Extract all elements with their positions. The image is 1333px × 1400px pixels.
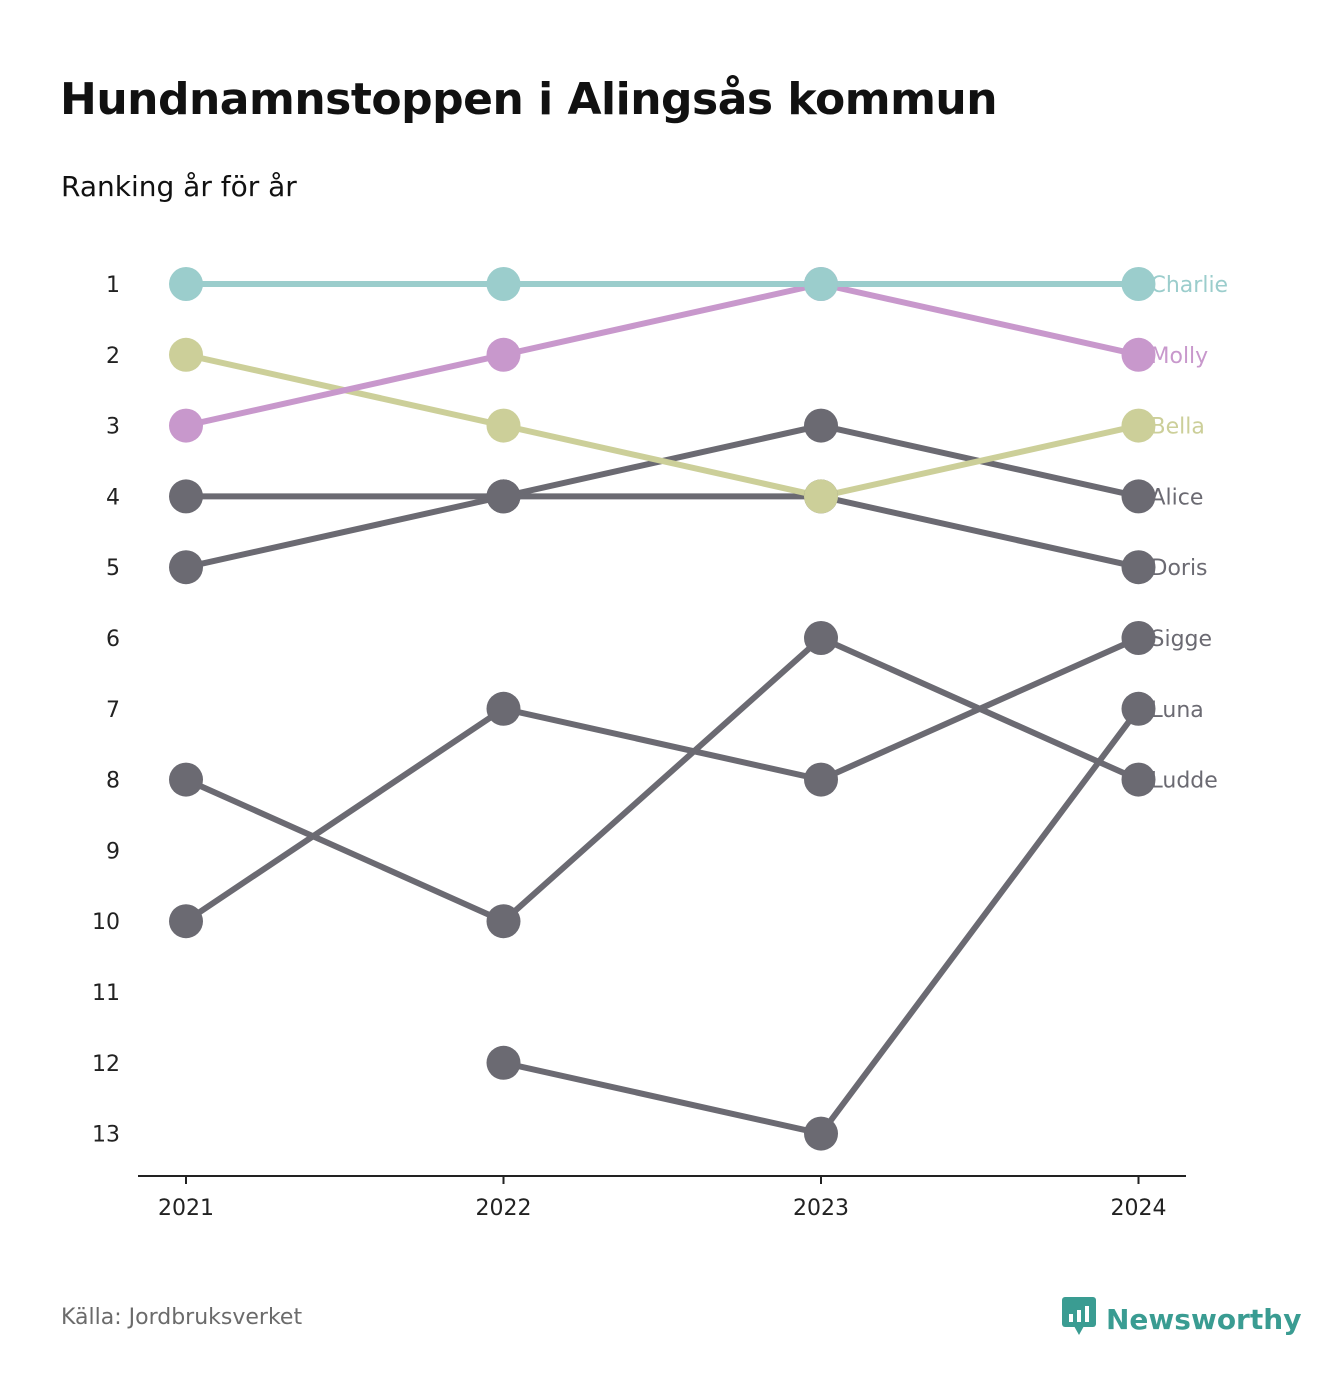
y-tick-label: 11 — [92, 981, 120, 1006]
y-tick-label: 4 — [106, 485, 120, 510]
series-label-charlie: Charlie — [1151, 273, 1229, 298]
point-bella-2022 — [486, 408, 521, 443]
point-molly-2021 — [169, 408, 203, 443]
point-alice-2021 — [169, 550, 203, 585]
x-tick-label: 2024 — [1111, 1196, 1167, 1221]
series-line-doris — [183, 493, 1142, 571]
point-ludde-2021 — [169, 762, 203, 797]
series-label-bella: Bella — [1151, 415, 1205, 440]
point-sigge-2021 — [169, 904, 203, 939]
point-bella-2024 — [1121, 408, 1156, 443]
x-axis-ticks: 2021 2022 2023 2024 — [158, 1176, 1167, 1221]
point-charlie-2021 — [169, 267, 203, 301]
source-note: Källa: Jordbruksverket — [61, 1305, 303, 1330]
point-doris-2024 — [1121, 550, 1156, 585]
brand-logo[interactable]: Newsworthy — [1062, 1297, 1301, 1341]
point-bella-2023 — [804, 479, 838, 514]
series-label-luna: Luna — [1151, 698, 1204, 723]
point-luna-2023 — [804, 1116, 838, 1151]
x-tick-label: 2021 — [158, 1196, 214, 1221]
y-tick-label: 10 — [92, 910, 120, 935]
point-luna-2024 — [1121, 691, 1156, 726]
series-label-molly: Molly — [1151, 344, 1209, 369]
point-bella-2021 — [169, 337, 203, 372]
series-label-sigge: Sigge — [1151, 627, 1213, 652]
series-line-molly — [183, 281, 1142, 429]
y-tick-label: 12 — [92, 1052, 120, 1077]
point-molly-2024 — [1121, 337, 1156, 372]
x-tick-label: 2022 — [476, 1196, 532, 1221]
point-doris-2021 — [169, 479, 203, 514]
y-tick-label: 2 — [106, 344, 120, 369]
point-charlie-2024 — [1121, 267, 1156, 301]
series-label-doris: Doris — [1151, 556, 1208, 581]
point-ludde-2023 — [804, 621, 838, 655]
newsworthy-logo-icon — [1062, 1297, 1096, 1341]
y-tick-label: 8 — [106, 769, 120, 794]
series-points — [169, 267, 1156, 1151]
series-label-alice: Alice — [1151, 485, 1204, 510]
series-label-ludde: Ludde — [1151, 769, 1218, 794]
series-labels: Ludde Luna Sigge Doris Alice Bella Molly Charli… — [1151, 273, 1229, 794]
y-tick-label: 3 — [106, 415, 120, 440]
chart-subtitle: Ranking år för år — [61, 170, 297, 203]
y-tick-label: 7 — [106, 698, 120, 723]
point-charlie-2023 — [804, 267, 838, 301]
point-sigge-2024 — [1121, 621, 1156, 655]
series-line-ludde — [183, 635, 1142, 925]
y-tick-label: 5 — [106, 556, 120, 581]
point-sigge-2023 — [804, 762, 838, 797]
y-tick-label: 1 — [106, 273, 120, 298]
series-line-bella — [183, 351, 1142, 500]
point-alice-2022 — [486, 479, 521, 514]
y-tick-label: 13 — [92, 1123, 120, 1148]
y-tick-label: 9 — [106, 839, 120, 864]
point-charlie-2022 — [486, 267, 521, 301]
series-lines — [183, 281, 1142, 1137]
point-alice-2024 — [1121, 479, 1156, 514]
x-tick-label: 2023 — [793, 1196, 849, 1221]
point-ludde-2024 — [1121, 762, 1156, 797]
point-ludde-2022 — [486, 904, 521, 939]
point-molly-2022 — [486, 337, 521, 372]
brand-name: Newsworthy — [1106, 1302, 1302, 1336]
point-alice-2023 — [804, 408, 838, 443]
point-sigge-2022 — [486, 691, 521, 726]
series-line-sigge — [183, 635, 1142, 925]
point-luna-2022 — [486, 1045, 521, 1080]
y-tick-label: 6 — [106, 627, 120, 652]
chart-title: Hundnamnstoppen i Alingsås kommun — [60, 74, 998, 125]
